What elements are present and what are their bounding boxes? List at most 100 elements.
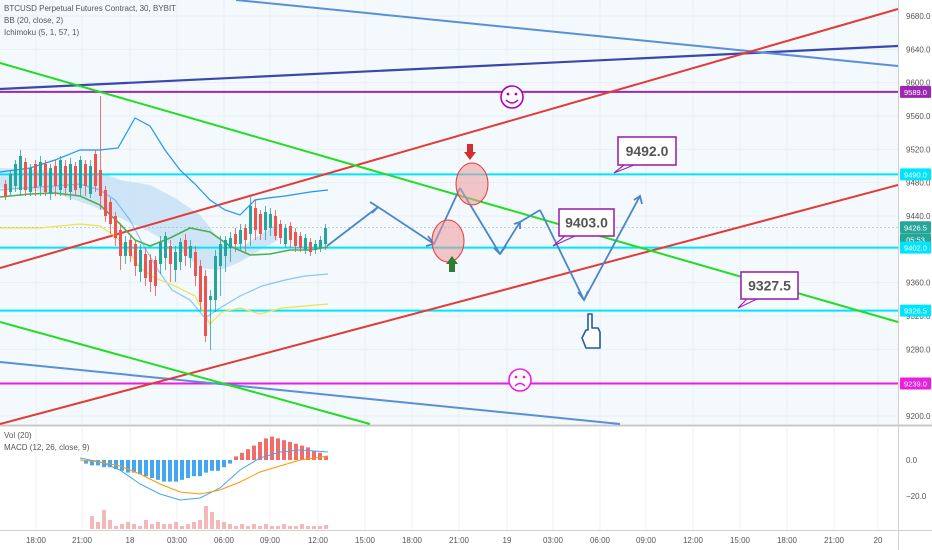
macd-histogram-bar	[198, 460, 202, 477]
candlestick	[254, 200, 257, 240]
candlestick	[79, 156, 82, 196]
time-tick-label: 09:00	[636, 536, 657, 545]
macd-histogram-bar	[216, 460, 220, 471]
forecast-arrow-segment	[539, 209, 585, 301]
candlestick	[319, 236, 322, 252]
candlestick	[89, 160, 92, 198]
macd-legend: MACD (12, 26, close, 9)	[4, 443, 90, 452]
candlestick	[49, 164, 52, 200]
candlestick	[104, 186, 107, 222]
candlestick	[9, 170, 12, 196]
candlestick	[279, 220, 282, 244]
macd-histogram-bar	[120, 460, 124, 471]
volume-bar	[318, 526, 322, 529]
volume-bar	[120, 524, 124, 529]
red-down-arrow-icon	[464, 144, 476, 160]
forecast-arrow-head	[633, 194, 643, 205]
time-tick-label: 18	[126, 536, 135, 545]
time-tick-label: 12:00	[308, 536, 329, 545]
candlestick	[209, 290, 212, 350]
volume-bar	[96, 522, 100, 529]
price-tag: 9239.0	[900, 377, 931, 390]
ichimoku-cloud-fill	[0, 168, 278, 270]
candlestick	[204, 270, 207, 342]
red-channel-lower	[0, 184, 899, 425]
time-tick-label: 20	[874, 536, 883, 545]
callout-label: 9327.5	[748, 278, 791, 294]
time-tick-label: 06:00	[590, 536, 611, 545]
ichimoku-lagging-line	[0, 223, 329, 325]
volume-bar	[162, 524, 166, 529]
volume-bar	[300, 524, 304, 529]
macd-histogram-bar	[294, 443, 298, 460]
red-channel-upper	[0, 8, 899, 269]
candlestick	[179, 238, 182, 270]
candlestick	[124, 236, 127, 264]
ichimoku-legend: Ichimoku (5, 1, 57, 1)	[4, 28, 80, 37]
bb-legend: BB (20, close, 2)	[4, 16, 64, 25]
candlestick	[259, 210, 262, 240]
time-tick-label: 12:00	[683, 536, 704, 545]
volume-bar	[216, 520, 220, 529]
lower-pane	[0, 427, 898, 530]
candlestick	[19, 150, 22, 196]
candlestick	[289, 222, 292, 248]
candlestick	[274, 210, 277, 240]
candlestick	[314, 240, 317, 254]
macd-histogram-bar	[264, 438, 268, 460]
volume-bar	[186, 524, 190, 529]
smiley-face-icon	[500, 85, 524, 109]
volume-bar	[312, 526, 316, 529]
target-callout: 9492.0	[613, 136, 677, 174]
volume-bar	[192, 522, 196, 529]
macd-histogram-bar	[312, 451, 316, 460]
price-tick-label: 9440.0	[906, 212, 931, 221]
volume-bar	[234, 526, 238, 529]
time-tick-label: 21:00	[449, 536, 470, 545]
candlestick	[189, 240, 192, 268]
target-callout: 9327.5	[737, 271, 799, 309]
pointing-hand-icon	[581, 313, 601, 349]
macd-volume-pane	[79, 436, 329, 529]
candlestick	[29, 164, 32, 196]
candlestick	[324, 224, 327, 250]
price-tag-label: 9589.0	[904, 88, 927, 97]
candlestick	[119, 224, 122, 270]
price-tick-label: 9200.0	[906, 412, 931, 421]
candlestick	[164, 232, 167, 270]
reversal-zone-circle	[455, 162, 489, 206]
candlestick	[249, 196, 252, 246]
macd-histogram-bar	[84, 460, 88, 464]
price-tick-label: 9680.0	[906, 12, 931, 21]
volume-bar	[168, 524, 172, 529]
candlestick	[299, 232, 302, 252]
time-tick-label: 15:00	[730, 536, 751, 545]
time-tick-label: 18:00	[402, 536, 423, 545]
macd-histogram-bar	[144, 460, 148, 477]
macd-histogram-bar	[138, 460, 142, 475]
candlestick	[244, 224, 247, 252]
price-tag-label: 9402.0	[904, 244, 927, 253]
macd-histogram-bar	[234, 456, 238, 460]
candlestick	[224, 236, 227, 272]
macd-histogram-bar	[222, 460, 226, 468]
macd-histogram-bar	[162, 460, 166, 482]
price-tag: 9490.0	[900, 168, 931, 181]
target-callout: 9403.0	[552, 208, 615, 247]
macd-histogram-bar	[276, 438, 280, 460]
macd-histogram-bar	[90, 460, 94, 466]
steel-blue-trend-line	[0, 361, 621, 425]
candlestick	[309, 238, 312, 256]
time-tick-label: 18:00	[777, 536, 798, 545]
macd-histogram-bar	[246, 449, 250, 460]
candlestick	[114, 212, 117, 246]
volume-bar	[102, 510, 106, 529]
candlestick	[234, 228, 237, 252]
macd-tick-label: −20.0	[906, 492, 927, 501]
volume-bar	[114, 526, 118, 529]
time-axis: 18:00 21:00 18 03:00 06:00 09:00 12:00 15:00 18:…	[26, 536, 883, 545]
candlestick	[4, 180, 7, 200]
candlestick	[169, 240, 172, 282]
candlestick	[14, 160, 17, 192]
